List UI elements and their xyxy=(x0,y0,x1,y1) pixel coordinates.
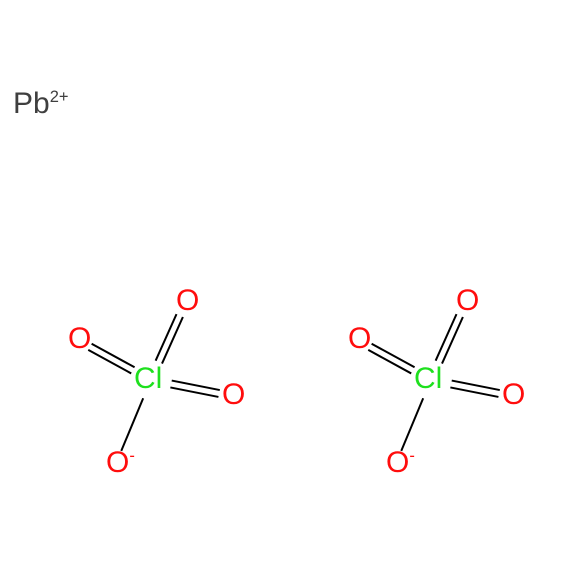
o-atom-0-right: O xyxy=(222,380,245,410)
pb-charge: 2+ xyxy=(50,88,69,106)
bond-single-1-O_bottom xyxy=(400,398,424,452)
o-atom-0-left: O xyxy=(68,324,91,354)
bond-single-0-O_bottom xyxy=(120,398,144,452)
charge-label: - xyxy=(129,447,135,465)
o-atom-1-top: O xyxy=(456,286,479,316)
o-atom-0-bottom: O- xyxy=(106,448,135,478)
pb-cation: Pb2+ xyxy=(13,89,69,119)
o-atom-0-top: O xyxy=(176,286,199,316)
pb-symbol: Pb xyxy=(13,87,50,120)
charge-label: - xyxy=(409,447,415,465)
cl-atom-1: Cl xyxy=(414,364,442,394)
o-atom-1-bottom: O- xyxy=(386,448,415,478)
o-atom-1-left: O xyxy=(348,324,371,354)
o-atom-1-right: O xyxy=(502,380,525,410)
cl-atom-0: Cl xyxy=(134,364,162,394)
